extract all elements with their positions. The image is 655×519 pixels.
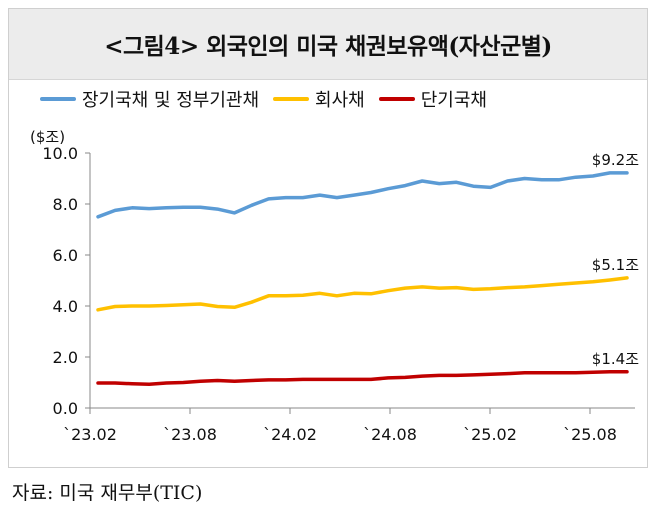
legend-swatch-long-term: [40, 97, 76, 101]
legend-label-long-term: 장기국채 및 정부기관채: [82, 90, 260, 111]
legend-label-short-term: 단기국채: [420, 90, 487, 111]
source-note: 자료: 미국 재무부(TIC): [12, 482, 203, 504]
title-bar: <그림4> 외국인의 미국 채권보유액(자산군별): [9, 9, 647, 80]
series-end-label-1: $5.1조: [592, 256, 639, 274]
x-tick-label: `23.08: [163, 425, 217, 444]
figure-frame: <그림4> 외국인의 미국 채권보유액(자산군별): [8, 8, 648, 468]
x-tick-label: `24.02: [263, 425, 317, 444]
series-line-2: [96, 370, 629, 387]
legend-item-corporate: 회사채: [273, 86, 365, 112]
legend-swatch-corporate: [273, 97, 310, 101]
y-axis-unit: ($조): [30, 128, 65, 146]
legend-swatch-short-term: [378, 97, 415, 101]
y-tick-label: 8.0: [53, 195, 78, 214]
series-end-label-2: $1.4조: [592, 350, 639, 368]
x-tick-label: `25.02: [463, 425, 517, 444]
chart-legend: 장기국채 및 정부기관채 회사채 단기국채: [40, 86, 501, 112]
y-tick-label: 6.0: [53, 246, 78, 265]
x-tick-label: `23.02: [63, 425, 117, 444]
y-tick-label: 4.0: [53, 297, 78, 316]
line-chart: ($조) 0.0 2.0 4.0 6.0 8.0 10.0 `23.02 `23.08 `24.0…: [30, 128, 639, 444]
legend-item-short-term: 단기국채: [378, 86, 487, 112]
y-tick-label: 10.0: [42, 144, 78, 163]
y-tick-label: 0.0: [53, 399, 78, 418]
chart-title: <그림4> 외국인의 미국 채권보유액(자산군별): [104, 33, 552, 60]
legend-label-corporate: 회사채: [315, 90, 365, 111]
series-line-0: [96, 171, 629, 219]
series-end-label-0: $9.2조: [592, 151, 639, 169]
x-tick-label: `25.08: [563, 425, 617, 444]
legend-item-long-term: 장기국채 및 정부기관채: [40, 86, 259, 112]
series-line-1: [96, 276, 629, 312]
x-tick-label: `24.08: [363, 425, 417, 444]
y-tick-label: 2.0: [53, 348, 78, 367]
